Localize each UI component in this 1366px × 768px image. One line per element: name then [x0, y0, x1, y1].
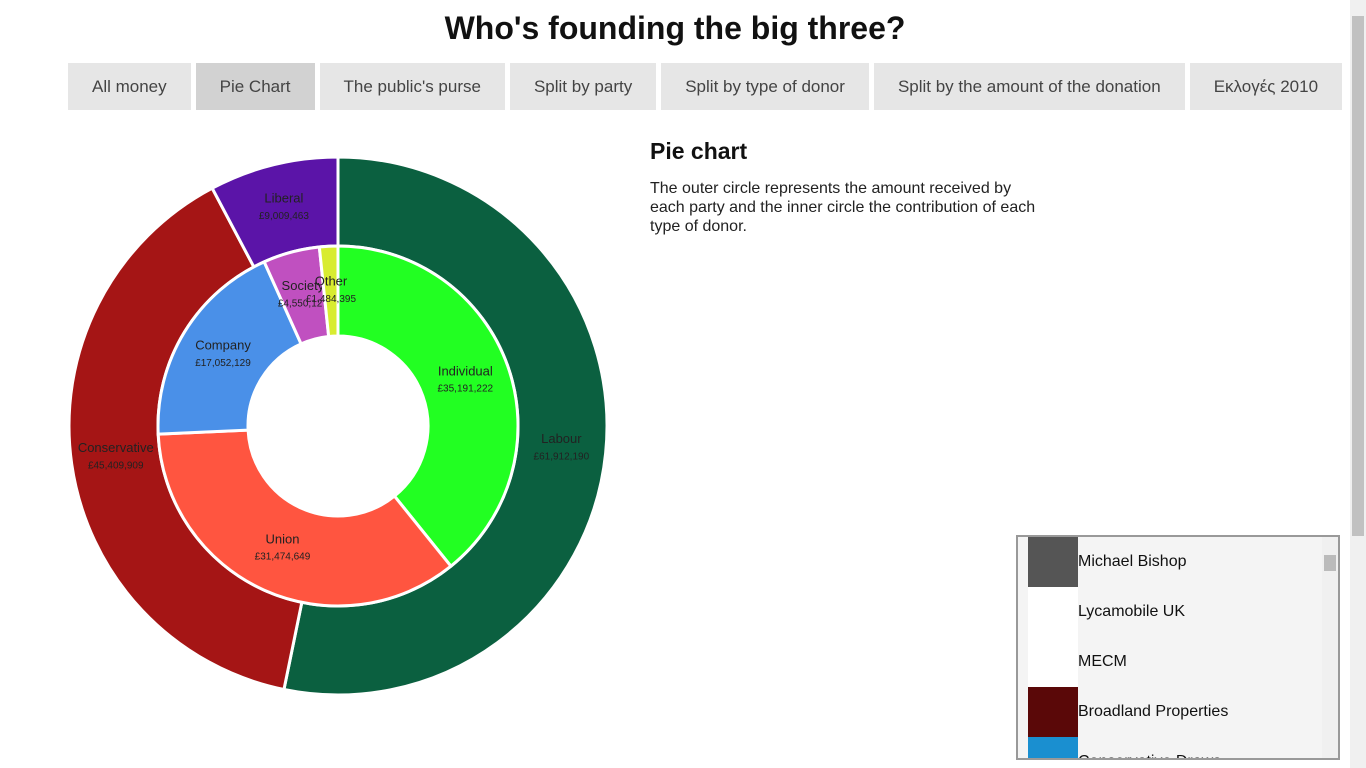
tab[interactable]: Εκλογές 2010	[1189, 63, 1343, 110]
donor-name: Broadland Properties	[1078, 703, 1229, 720]
slice-label: Conservative	[78, 440, 154, 455]
donut-chart: Labour £61,912,190 Conservative £45,409,909…	[67, 155, 609, 697]
donor-thumb	[1028, 687, 1078, 737]
tab[interactable]: All money	[68, 63, 191, 110]
value-label: £9,009,463	[259, 211, 309, 222]
donor-thumb	[1028, 587, 1078, 637]
tab[interactable]: Pie Chart	[195, 63, 315, 110]
donor-item[interactable]: Lycamobile UK	[1028, 587, 1338, 637]
donor-thumb	[1028, 537, 1078, 587]
value-label: £4,550,127	[278, 298, 328, 309]
tab[interactable]: Split by type of donor	[661, 63, 869, 110]
value-label: £35,191,222	[438, 384, 494, 395]
tab[interactable]: The public's purse	[319, 63, 505, 110]
tab[interactable]: Split by the amount of the donation	[873, 63, 1185, 110]
donor-item[interactable]: Conservative Draws	[1028, 737, 1338, 758]
description-text: The outer circle represents the amount r…	[650, 180, 1036, 235]
donor-name: MECM	[1078, 653, 1127, 670]
slice-label: Company	[195, 338, 251, 353]
donor-item[interactable]: MECM	[1028, 637, 1338, 687]
tab[interactable]: Split by party	[509, 63, 657, 110]
slice	[156, 428, 454, 608]
donor-name: Conservative Draws	[1078, 753, 1221, 758]
slice	[156, 259, 304, 436]
donor-item[interactable]: Michael Bishop	[1028, 537, 1338, 587]
donor-thumb	[1028, 637, 1078, 687]
donor-item[interactable]: Broadland Properties	[1028, 687, 1338, 737]
slice-label: Individual	[438, 364, 493, 379]
value-label: £31,474,649	[255, 552, 311, 563]
scrollbar[interactable]	[1322, 537, 1338, 758]
slice-label: Liberal	[264, 191, 303, 206]
donor-name: Lycamobile UK	[1078, 603, 1186, 620]
slice	[336, 244, 520, 569]
page-title: Who's founding the big three?	[444, 10, 906, 46]
slice-label: Other	[315, 274, 348, 289]
page-scrollbar[interactable]	[1350, 0, 1366, 768]
donor-thumb	[1028, 737, 1078, 758]
value-label: £45,409,909	[88, 460, 144, 471]
value-label: £17,052,129	[195, 358, 251, 369]
slice-label: Society	[282, 278, 325, 293]
tab-bar: All money Pie Chart The public's purse Spli…	[68, 63, 1343, 110]
slice-label: Labour	[541, 431, 582, 446]
donor-name: Michael Bishop	[1078, 553, 1187, 570]
description-title: Pie chart	[650, 138, 748, 164]
value-label: £1,484,395	[306, 294, 356, 305]
value-label: £61,912,190	[534, 451, 590, 462]
slice	[317, 244, 340, 339]
slice-label: Union	[266, 532, 300, 547]
donor-list[interactable]: Michael Bishop Lycamobile UK MECM Broadland…	[1016, 535, 1340, 760]
description: Pie chart The outer circle represents th…	[650, 138, 1040, 236]
